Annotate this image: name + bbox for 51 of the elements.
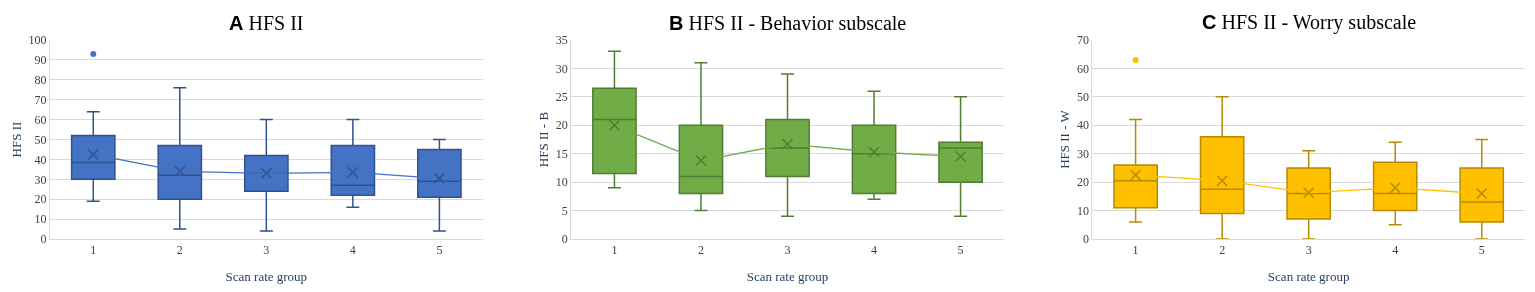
x-tick-label: 5 bbox=[436, 243, 443, 258]
y-tick-label: 30 bbox=[34, 172, 47, 187]
x-tick-label: 3 bbox=[1305, 243, 1312, 258]
x-tick-label: 1 bbox=[1132, 243, 1139, 258]
y-tick-label: 0 bbox=[40, 232, 47, 247]
x-tick-label: 1 bbox=[90, 243, 97, 258]
x-tick-label: 5 bbox=[957, 243, 964, 258]
y-tick-label: 0 bbox=[561, 232, 568, 247]
y-tick-label: 60 bbox=[1076, 61, 1089, 76]
y-tick-label: 100 bbox=[28, 33, 47, 48]
x-axis-title: Scan rate group bbox=[746, 269, 829, 284]
y-tick-label: 70 bbox=[1076, 33, 1089, 48]
y-tick-label: 50 bbox=[34, 132, 47, 147]
y-tick-label: 15 bbox=[555, 146, 568, 161]
y-tick-label: 90 bbox=[34, 53, 47, 68]
y-tick-label: 0 bbox=[1082, 232, 1089, 247]
y-tick-label: 20 bbox=[555, 118, 568, 133]
x-tick-label: 4 bbox=[871, 243, 878, 258]
y-tick-label: 40 bbox=[1076, 118, 1089, 133]
chart-title: C HFS II - Worry subscale bbox=[1202, 11, 1417, 34]
x-tick-label: 3 bbox=[784, 243, 791, 258]
x-axis-title: Scan rate group bbox=[225, 269, 308, 284]
y-tick-label: 10 bbox=[1076, 203, 1089, 218]
x-tick-label: 2 bbox=[176, 243, 183, 258]
y-tick-label: 30 bbox=[1076, 146, 1089, 161]
y-tick-label: 70 bbox=[34, 92, 47, 107]
y-tick-label: 60 bbox=[34, 112, 47, 127]
y-tick-label: 10 bbox=[34, 212, 47, 227]
y-tick-label: 30 bbox=[555, 61, 568, 76]
y-tick-label: 40 bbox=[34, 152, 47, 167]
x-tick-label: 5 bbox=[1478, 243, 1485, 258]
x-tick-label: 1 bbox=[611, 243, 618, 258]
y-tick-label: 20 bbox=[1076, 175, 1089, 190]
x-axis-title: Scan rate group bbox=[1267, 269, 1350, 284]
y-tick-label: 50 bbox=[1076, 90, 1089, 105]
y-tick-label: 80 bbox=[34, 73, 47, 87]
y-axis-title: HFS II bbox=[8, 121, 24, 158]
chart-title: A HFS II bbox=[229, 12, 304, 34]
x-tick-label: 4 bbox=[1392, 243, 1399, 258]
y-axis-title: HFS II - B bbox=[535, 111, 551, 168]
y-axis-title: HFS II - W bbox=[1056, 109, 1072, 169]
x-tick-label: 2 bbox=[697, 243, 704, 258]
y-tick-label: 20 bbox=[34, 192, 47, 207]
x-tick-label: 2 bbox=[1219, 243, 1226, 258]
y-tick-label: 5 bbox=[561, 203, 568, 218]
y-tick-label: 35 bbox=[555, 33, 568, 48]
x-tick-label: 3 bbox=[263, 243, 270, 258]
y-tick-label: 10 bbox=[555, 175, 568, 190]
x-tick-label: 4 bbox=[349, 243, 356, 258]
y-tick-label: 25 bbox=[555, 90, 568, 105]
chart-title: B HFS II - Behavior subscale bbox=[669, 12, 907, 34]
